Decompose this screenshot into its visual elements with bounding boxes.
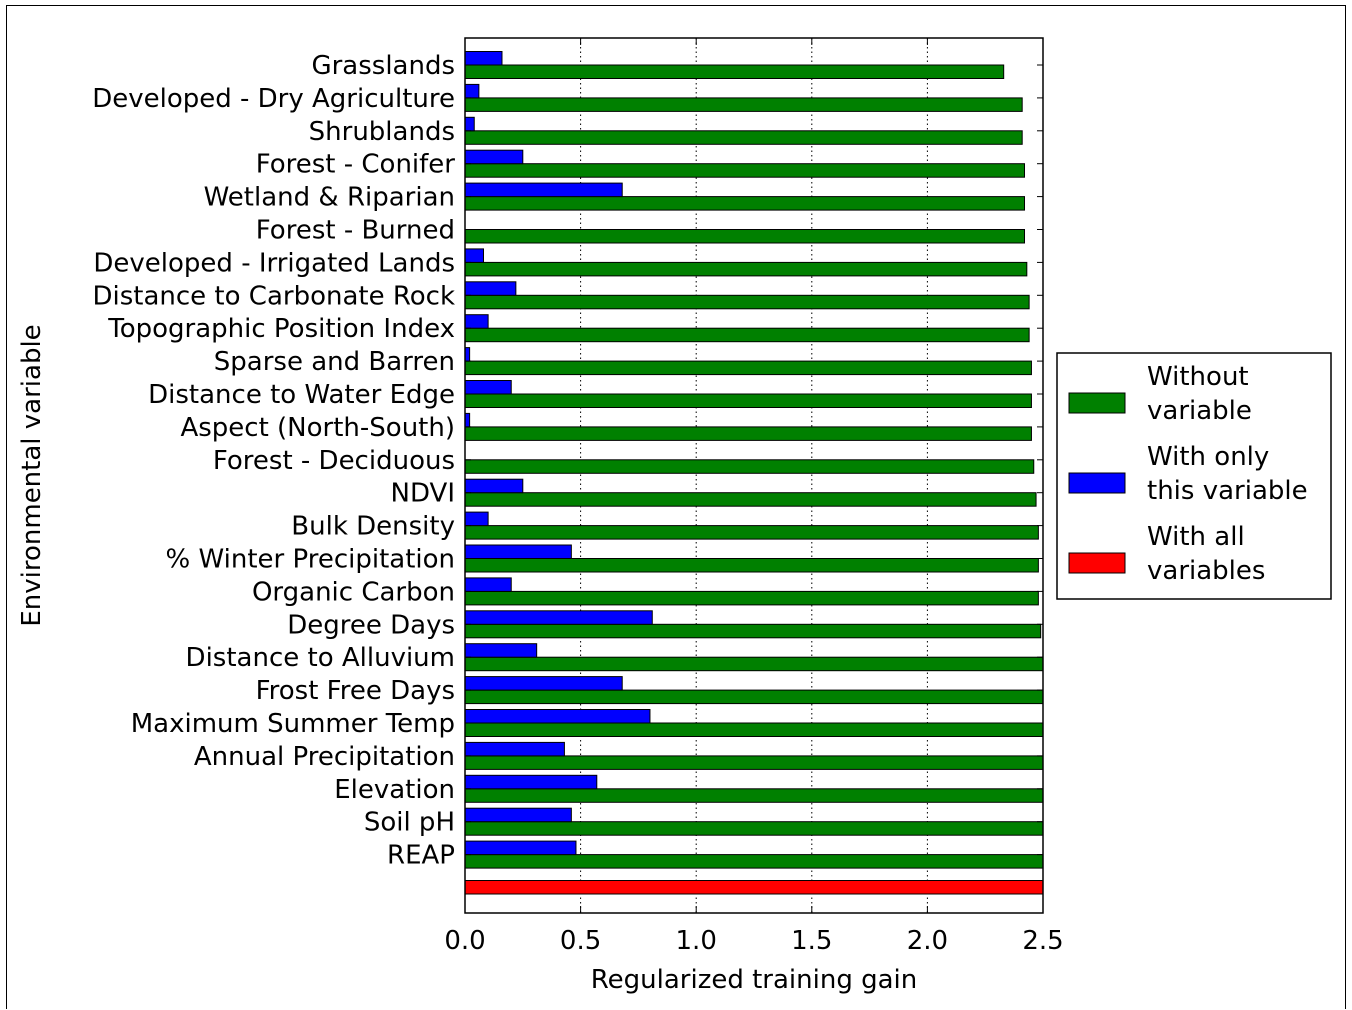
y-tick-label: Maximum Summer Temp [131, 709, 455, 739]
bar-with-only-this-variable [464, 314, 489, 329]
bar-without-variable [464, 755, 1044, 770]
y-tick-label: Developed - Irrigated Lands [93, 248, 455, 278]
x-tick-label: 2.5 [1022, 926, 1063, 956]
bar-with-only-this-variable [464, 676, 623, 691]
x-tick-label: 0.5 [560, 926, 601, 956]
y-tick-label: Forest - Burned [256, 216, 455, 246]
bar-without-variable [464, 163, 1026, 178]
y-tick-label: Organic Carbon [252, 577, 455, 607]
bar-with-only-this-variable [464, 807, 572, 823]
y-axis-label: Environmental variable [17, 324, 47, 626]
bar-with-only-this-variable [464, 380, 512, 395]
y-tick-label: NDVI [391, 479, 455, 509]
legend-label: variable [1147, 396, 1252, 426]
y-tick-label: Annual Precipitation [194, 742, 455, 772]
bar-without-variable [464, 722, 1044, 737]
y-tick-label: Bulk Density [291, 512, 455, 542]
x-tick-label: 0.0 [444, 926, 485, 956]
legend: Without variable With only this variable Wit… [1056, 352, 1332, 600]
bars-group [464, 51, 1044, 895]
bar-with-only-this-variable [464, 544, 572, 559]
bar-without-variable [464, 590, 1039, 606]
y-tick-label: Elevation [334, 775, 455, 805]
bar-with-only-this-variable [464, 116, 475, 132]
bar-without-variable [464, 854, 1044, 869]
bar-with-all-variables [464, 880, 1044, 895]
bar-without-variable [464, 525, 1039, 540]
legend-label: variables [1147, 556, 1265, 586]
y-tick-label: Shrublands [309, 117, 455, 147]
x-tick-labels: 0.0 0.5 1.0 1.5 2.0 2.5 [444, 38, 1064, 956]
y-tick-label: Soil pH [364, 808, 455, 838]
bar-without-variable [464, 656, 1044, 672]
bar-without-variable [464, 327, 1030, 343]
bar-without-variable [464, 97, 1023, 112]
bar-without-variable [464, 393, 1032, 408]
x-tick-label: 1.5 [791, 926, 832, 956]
y-tick-label: Grasslands [311, 51, 455, 81]
legend-swatch [1068, 392, 1126, 414]
legend-label: With all [1147, 522, 1245, 552]
bar-without-variable [464, 689, 1044, 705]
y-tick-label: Distance to Alluvium [186, 643, 455, 673]
bar-without-variable [464, 821, 1044, 836]
bar-with-only-this-variable [464, 83, 480, 99]
y-tick-label: Degree Days [287, 610, 455, 640]
bar-without-variable [464, 492, 1037, 507]
bar-without-variable [464, 788, 1044, 803]
y-tick-label: Topographic Position Index [107, 314, 455, 344]
legend-label: this variable [1147, 476, 1308, 506]
bar-without-variable [464, 196, 1026, 211]
bar-with-only-this-variable [464, 840, 577, 856]
bar-with-only-this-variable [464, 511, 489, 527]
x-tick-label: 1.0 [676, 926, 717, 956]
bar-with-only-this-variable [464, 741, 565, 757]
y-tick-label: % Winter Precipitation [166, 545, 455, 575]
bar-without-variable [464, 623, 1042, 639]
bar-with-only-this-variable [464, 248, 484, 263]
legend-label: Without [1147, 362, 1249, 392]
y-tick-label: Aspect (North-South) [180, 413, 455, 443]
y-tick-label: REAP [387, 841, 455, 871]
legend-swatch [1068, 472, 1126, 494]
y-tick-label: Developed - Dry Agriculture [92, 84, 455, 114]
bar-without-variable [464, 360, 1032, 376]
legend-label: With only [1147, 442, 1269, 472]
figure-frame: Grasslands Developed - Dry Agriculture Shr… [6, 5, 1346, 1009]
bar-without-variable [464, 459, 1035, 474]
y-tick-label: Sparse and Barren [214, 347, 455, 377]
bar-with-only-this-variable [464, 577, 512, 592]
bar-with-only-this-variable [464, 182, 623, 198]
bar-without-variable [464, 558, 1039, 573]
bar-without-variable [464, 426, 1032, 441]
x-tick-label: 2.0 [907, 926, 948, 956]
bar-with-only-this-variable [464, 149, 524, 165]
bar-with-only-this-variable [464, 774, 598, 790]
y-tick-label: Distance to Carbonate Rock [92, 281, 455, 311]
bar-without-variable [464, 229, 1026, 244]
y-tick-label: Forest - Conifer [256, 150, 456, 180]
y-tick-label: Wetland & Riparian [204, 183, 455, 213]
y-tick-label: Forest - Deciduous [213, 446, 455, 476]
bar-with-only-this-variable [464, 51, 503, 66]
legend-swatch [1068, 552, 1126, 574]
bar-with-only-this-variable [464, 478, 524, 494]
bar-without-variable [464, 64, 1005, 79]
bar-with-only-this-variable [464, 610, 653, 625]
y-tick-label: Frost Free Days [256, 676, 455, 706]
plot-area [464, 37, 1044, 914]
bar-without-variable [464, 261, 1028, 277]
bar-with-only-this-variable [464, 643, 538, 658]
bar-without-variable [464, 294, 1030, 310]
y-tick-label: Distance to Water Edge [148, 380, 455, 410]
bar-without-variable [464, 130, 1023, 145]
x-axis-label: Regularized training gain [591, 965, 918, 995]
bar-with-only-this-variable [464, 709, 651, 724]
bar-with-only-this-variable [464, 281, 517, 296]
